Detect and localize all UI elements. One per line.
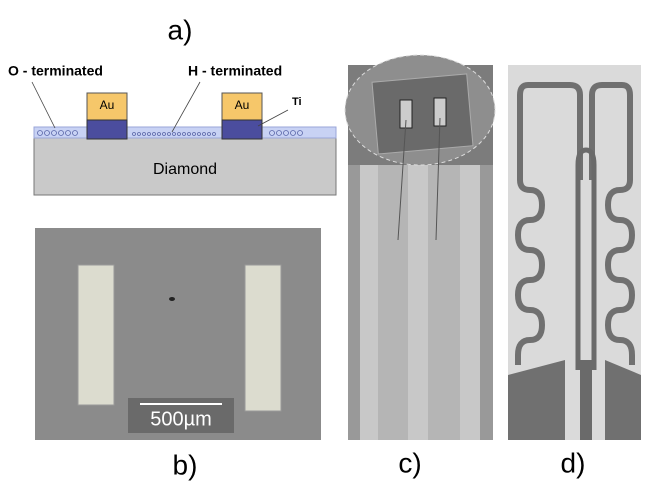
titanium-layer — [222, 120, 262, 139]
panel-label: c) — [398, 447, 421, 478]
stripe — [378, 165, 408, 440]
contact-label: Au — [235, 98, 250, 112]
panel-b: 500µm b) — [35, 228, 321, 480]
panel-label: a) — [168, 14, 193, 45]
defect — [169, 297, 175, 301]
panel-c: c) — [345, 55, 495, 478]
panel-d: d) — [508, 65, 641, 478]
lead — [580, 360, 592, 440]
panel-label: b) — [173, 449, 198, 480]
substrate-label: Diamond — [153, 161, 217, 178]
annotation: H - terminated — [188, 63, 282, 79]
stripe — [480, 165, 493, 440]
annotation: O - terminated — [8, 63, 103, 79]
contact-label: Au — [100, 98, 115, 112]
annotation: Ti — [292, 96, 302, 108]
electrode-pad — [245, 265, 281, 411]
page: a) O - terminated H - terminated Diamond… — [0, 0, 649, 483]
panel-label: d) — [561, 447, 586, 478]
figure: a) O - terminated H - terminated Diamond… — [0, 0, 649, 483]
stripe — [348, 165, 360, 440]
titanium-layer — [87, 120, 127, 139]
stripe — [428, 165, 460, 440]
panel-a: a) O - terminated H - terminated Diamond… — [8, 14, 336, 195]
scale-label: 500µm — [150, 408, 212, 430]
electrode-pad — [78, 265, 114, 405]
chip — [372, 74, 473, 154]
